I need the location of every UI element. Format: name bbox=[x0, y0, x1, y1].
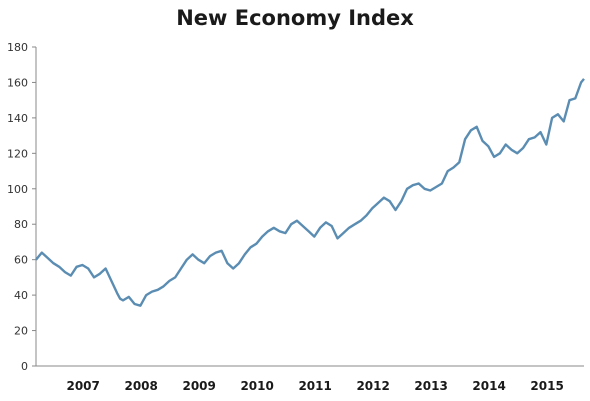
y-tick-label: 80 bbox=[14, 218, 28, 231]
y-tick-label: 0 bbox=[21, 360, 28, 373]
x-tick-label: 2010 bbox=[240, 379, 273, 393]
plot-area bbox=[35, 78, 585, 307]
y-tick-label: 40 bbox=[14, 289, 28, 302]
x-axis-ticks: 2007 2008 2009 2010 2011 2012 2013 2014 2015 bbox=[66, 379, 563, 393]
series-line bbox=[35, 78, 585, 307]
x-tick-label: 2008 bbox=[124, 379, 157, 393]
y-tick-label: 100 bbox=[7, 183, 28, 196]
y-tick-label: 160 bbox=[7, 76, 28, 89]
chart-title: New Economy Index bbox=[176, 6, 414, 30]
x-tick-label: 2011 bbox=[298, 379, 331, 393]
x-tick-label: 2009 bbox=[182, 379, 215, 393]
x-tick-label: 2007 bbox=[66, 379, 99, 393]
y-tick-label: 60 bbox=[14, 254, 28, 267]
y-tick-label: 140 bbox=[7, 112, 28, 125]
x-tick-label: 2015 bbox=[530, 379, 563, 393]
chart-axes bbox=[35, 47, 584, 367]
y-axis-ticks: 0 20 40 60 80 100 120 140 160 180 bbox=[7, 41, 36, 373]
y-tick-label: 180 bbox=[7, 41, 28, 54]
y-tick-label: 20 bbox=[14, 325, 28, 338]
x-tick-label: 2012 bbox=[356, 379, 389, 393]
y-tick-label: 120 bbox=[7, 147, 28, 160]
x-tick-label: 2013 bbox=[414, 379, 447, 393]
x-tick-label: 2014 bbox=[472, 379, 505, 393]
